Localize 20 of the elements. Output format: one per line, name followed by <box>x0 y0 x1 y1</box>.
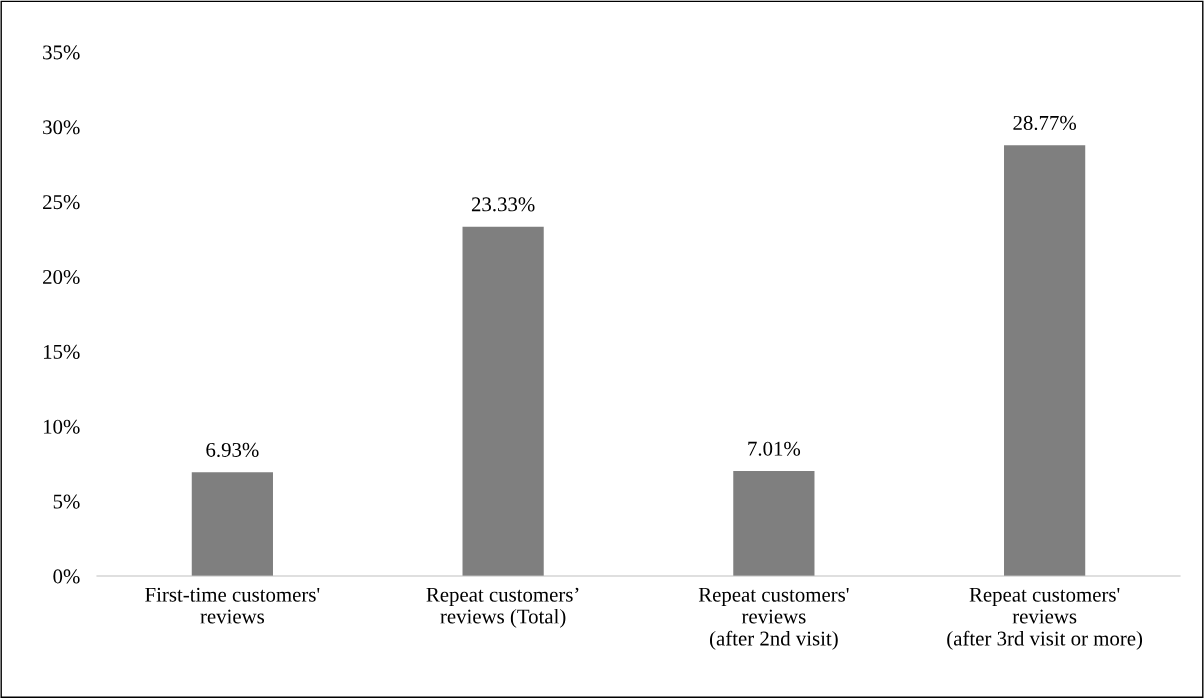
x-tick-label: Repeat customers' reviews (after 2nd visit) <box>698 587 849 650</box>
data-label: 7.01% <box>748 441 801 456</box>
data-label: 28.77% <box>1013 115 1077 131</box>
data-label: 23.33% <box>471 197 535 212</box>
y-tick-label: 0% <box>53 569 80 584</box>
bar <box>462 226 544 576</box>
y-tick-label: 5% <box>53 494 80 509</box>
bar <box>191 472 273 576</box>
bar <box>1004 145 1086 576</box>
x-tick-label: Repeat customers’ reviews (Total) <box>426 587 579 628</box>
data-label: 6.93% <box>206 442 259 457</box>
y-tick-label: 10% <box>43 419 80 434</box>
y-tick-label: 30% <box>43 120 80 135</box>
y-tick-label: 25% <box>43 195 80 210</box>
bar <box>733 471 815 576</box>
y-tick-label: 15% <box>43 344 80 359</box>
x-tick-label: First-time customers' reviews <box>145 587 320 624</box>
y-tick-label: 20% <box>43 269 80 285</box>
y-tick-label: 35% <box>43 45 80 60</box>
x-tick-label: Repeat customers' reviews (after 3rd visit or more) <box>947 587 1143 650</box>
